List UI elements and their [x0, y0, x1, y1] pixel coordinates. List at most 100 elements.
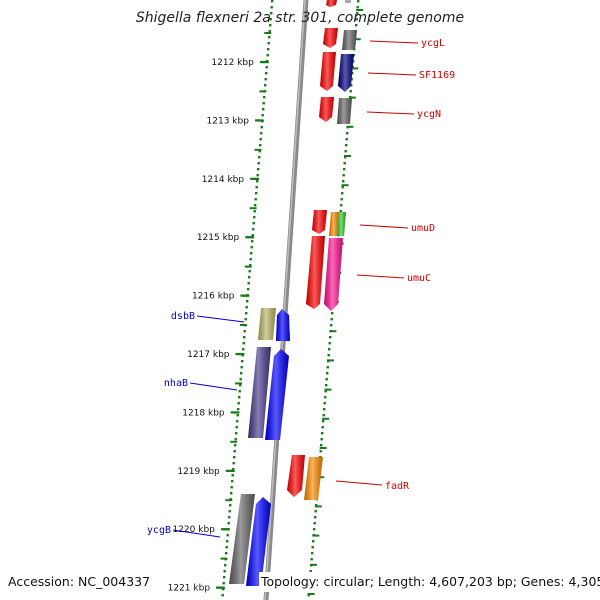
- gene-label-nhaB[interactable]: nhaB: [164, 378, 188, 389]
- track-dot: [265, 72, 268, 75]
- track-dot: [262, 108, 265, 111]
- track-dot: [227, 522, 230, 525]
- gene-label-dsbB[interactable]: dsbB: [171, 311, 195, 322]
- track-dot: [254, 198, 257, 201]
- track-dot: [269, 18, 272, 21]
- track-dot: [341, 186, 344, 189]
- track-dot: [313, 528, 316, 531]
- gene-label-SF1169[interactable]: SF1169: [419, 70, 455, 81]
- track-dot: [341, 192, 344, 195]
- track-dot: [244, 318, 247, 321]
- track-dot: [235, 432, 238, 435]
- track-dot: [351, 72, 354, 75]
- gene-label-umuC[interactable]: umuC: [407, 273, 431, 284]
- track-dot: [240, 372, 243, 375]
- track-dot: [236, 414, 239, 417]
- kbp-label: 1218 kbp: [182, 408, 225, 418]
- track-dot: [225, 546, 228, 549]
- track-dot: [223, 570, 226, 573]
- track-dot: [314, 510, 317, 513]
- track-dot: [257, 162, 260, 165]
- kbp-label: 1212 kbp: [211, 58, 254, 68]
- leader-SF1169: [367, 72, 417, 76]
- track-dot: [258, 156, 261, 159]
- kbp-label: 1221 kbp: [168, 584, 211, 594]
- track-dot: [330, 318, 333, 321]
- gene-labels: ycgL SF1169 ycgN umuD umuC fadR dsbB nha…: [147, 38, 455, 538]
- track-dot: [265, 66, 268, 69]
- footer-topology-bg: [259, 572, 594, 592]
- gene-block-shade: [338, 54, 354, 92]
- track-dot: [310, 558, 313, 561]
- track-dot: [313, 522, 316, 525]
- track-dot: [331, 312, 334, 315]
- track-dot: [350, 78, 353, 81]
- track-dot: [319, 450, 322, 453]
- track-dot: [245, 312, 248, 315]
- track-dot: [261, 114, 264, 117]
- gene-block-shade: [306, 236, 325, 309]
- track-dot: [269, 24, 272, 27]
- track-dot: [228, 516, 231, 519]
- track-dot: [231, 480, 234, 483]
- gene-block-partial-top-2[interactable]: [345, 0, 351, 3]
- gene-block-shade: [337, 98, 352, 124]
- track-dot: [257, 168, 260, 171]
- track-dot: [321, 432, 324, 435]
- track-dot: [255, 186, 258, 189]
- track-dot: [357, 0, 360, 3]
- kbp-label: 1216 kbp: [192, 292, 235, 302]
- track-dot: [259, 138, 262, 141]
- track-dot: [245, 306, 248, 309]
- track-dot: [233, 456, 236, 459]
- genome-title: Shigella flexneri 2a str. 301, complete …: [136, 10, 464, 26]
- track-dot: [344, 156, 347, 159]
- track-dot: [262, 102, 265, 105]
- kbp-markers: 1212 kbp 1213 kbp 1214 kbp 1215 kbp 1216 kbp…: [168, 58, 268, 594]
- gene-block-shade: [324, 238, 343, 311]
- gene-block-shade: [337, 212, 346, 236]
- track-dot: [224, 564, 227, 567]
- track-dot: [345, 144, 348, 147]
- kbp-label: 1215 kbp: [197, 233, 240, 243]
- track-dot: [236, 420, 239, 423]
- track-dot: [320, 444, 323, 447]
- track-dot: [350, 84, 353, 87]
- track-dot: [330, 324, 333, 327]
- track-dot: [325, 384, 328, 387]
- gene-label-ycgN[interactable]: ycgN: [417, 109, 441, 120]
- track-dot: [232, 462, 235, 465]
- topology-text: Topology: circular; Length: 4,607,203 bp…: [260, 574, 600, 589]
- track-dot: [320, 438, 323, 441]
- gene-block-shade: [265, 349, 289, 440]
- gene-block-shade: [319, 97, 334, 122]
- gene-label-ycgB[interactable]: ycgB: [147, 525, 171, 536]
- track-dot: [226, 534, 229, 537]
- track-dot: [324, 390, 327, 393]
- track-dot: [254, 204, 257, 207]
- leader-umuC: [356, 274, 405, 279]
- gene-label-umuD[interactable]: umuD: [411, 223, 435, 234]
- track-dot: [222, 582, 225, 585]
- track-dot: [314, 516, 317, 519]
- track-dot: [238, 390, 241, 393]
- gene-label-fadR[interactable]: fadR: [385, 481, 410, 492]
- track-dot: [252, 222, 255, 225]
- track-dot: [268, 36, 271, 39]
- track-dot: [258, 150, 261, 153]
- track-dot: [329, 336, 332, 339]
- leader-nhaB: [189, 382, 238, 391]
- gene-label-ycgL[interactable]: ycgL: [421, 38, 445, 49]
- track-dot: [247, 282, 250, 285]
- gene-block-shade: [287, 455, 305, 497]
- track-dot: [231, 474, 234, 477]
- leader-ycgB: [172, 529, 221, 538]
- track-dot: [267, 42, 270, 45]
- track-dot: [339, 210, 342, 213]
- track-dot: [344, 150, 347, 153]
- track-dot: [230, 492, 233, 495]
- track-dot: [223, 576, 226, 579]
- leader-umuD: [359, 224, 409, 229]
- track-dot: [239, 378, 242, 381]
